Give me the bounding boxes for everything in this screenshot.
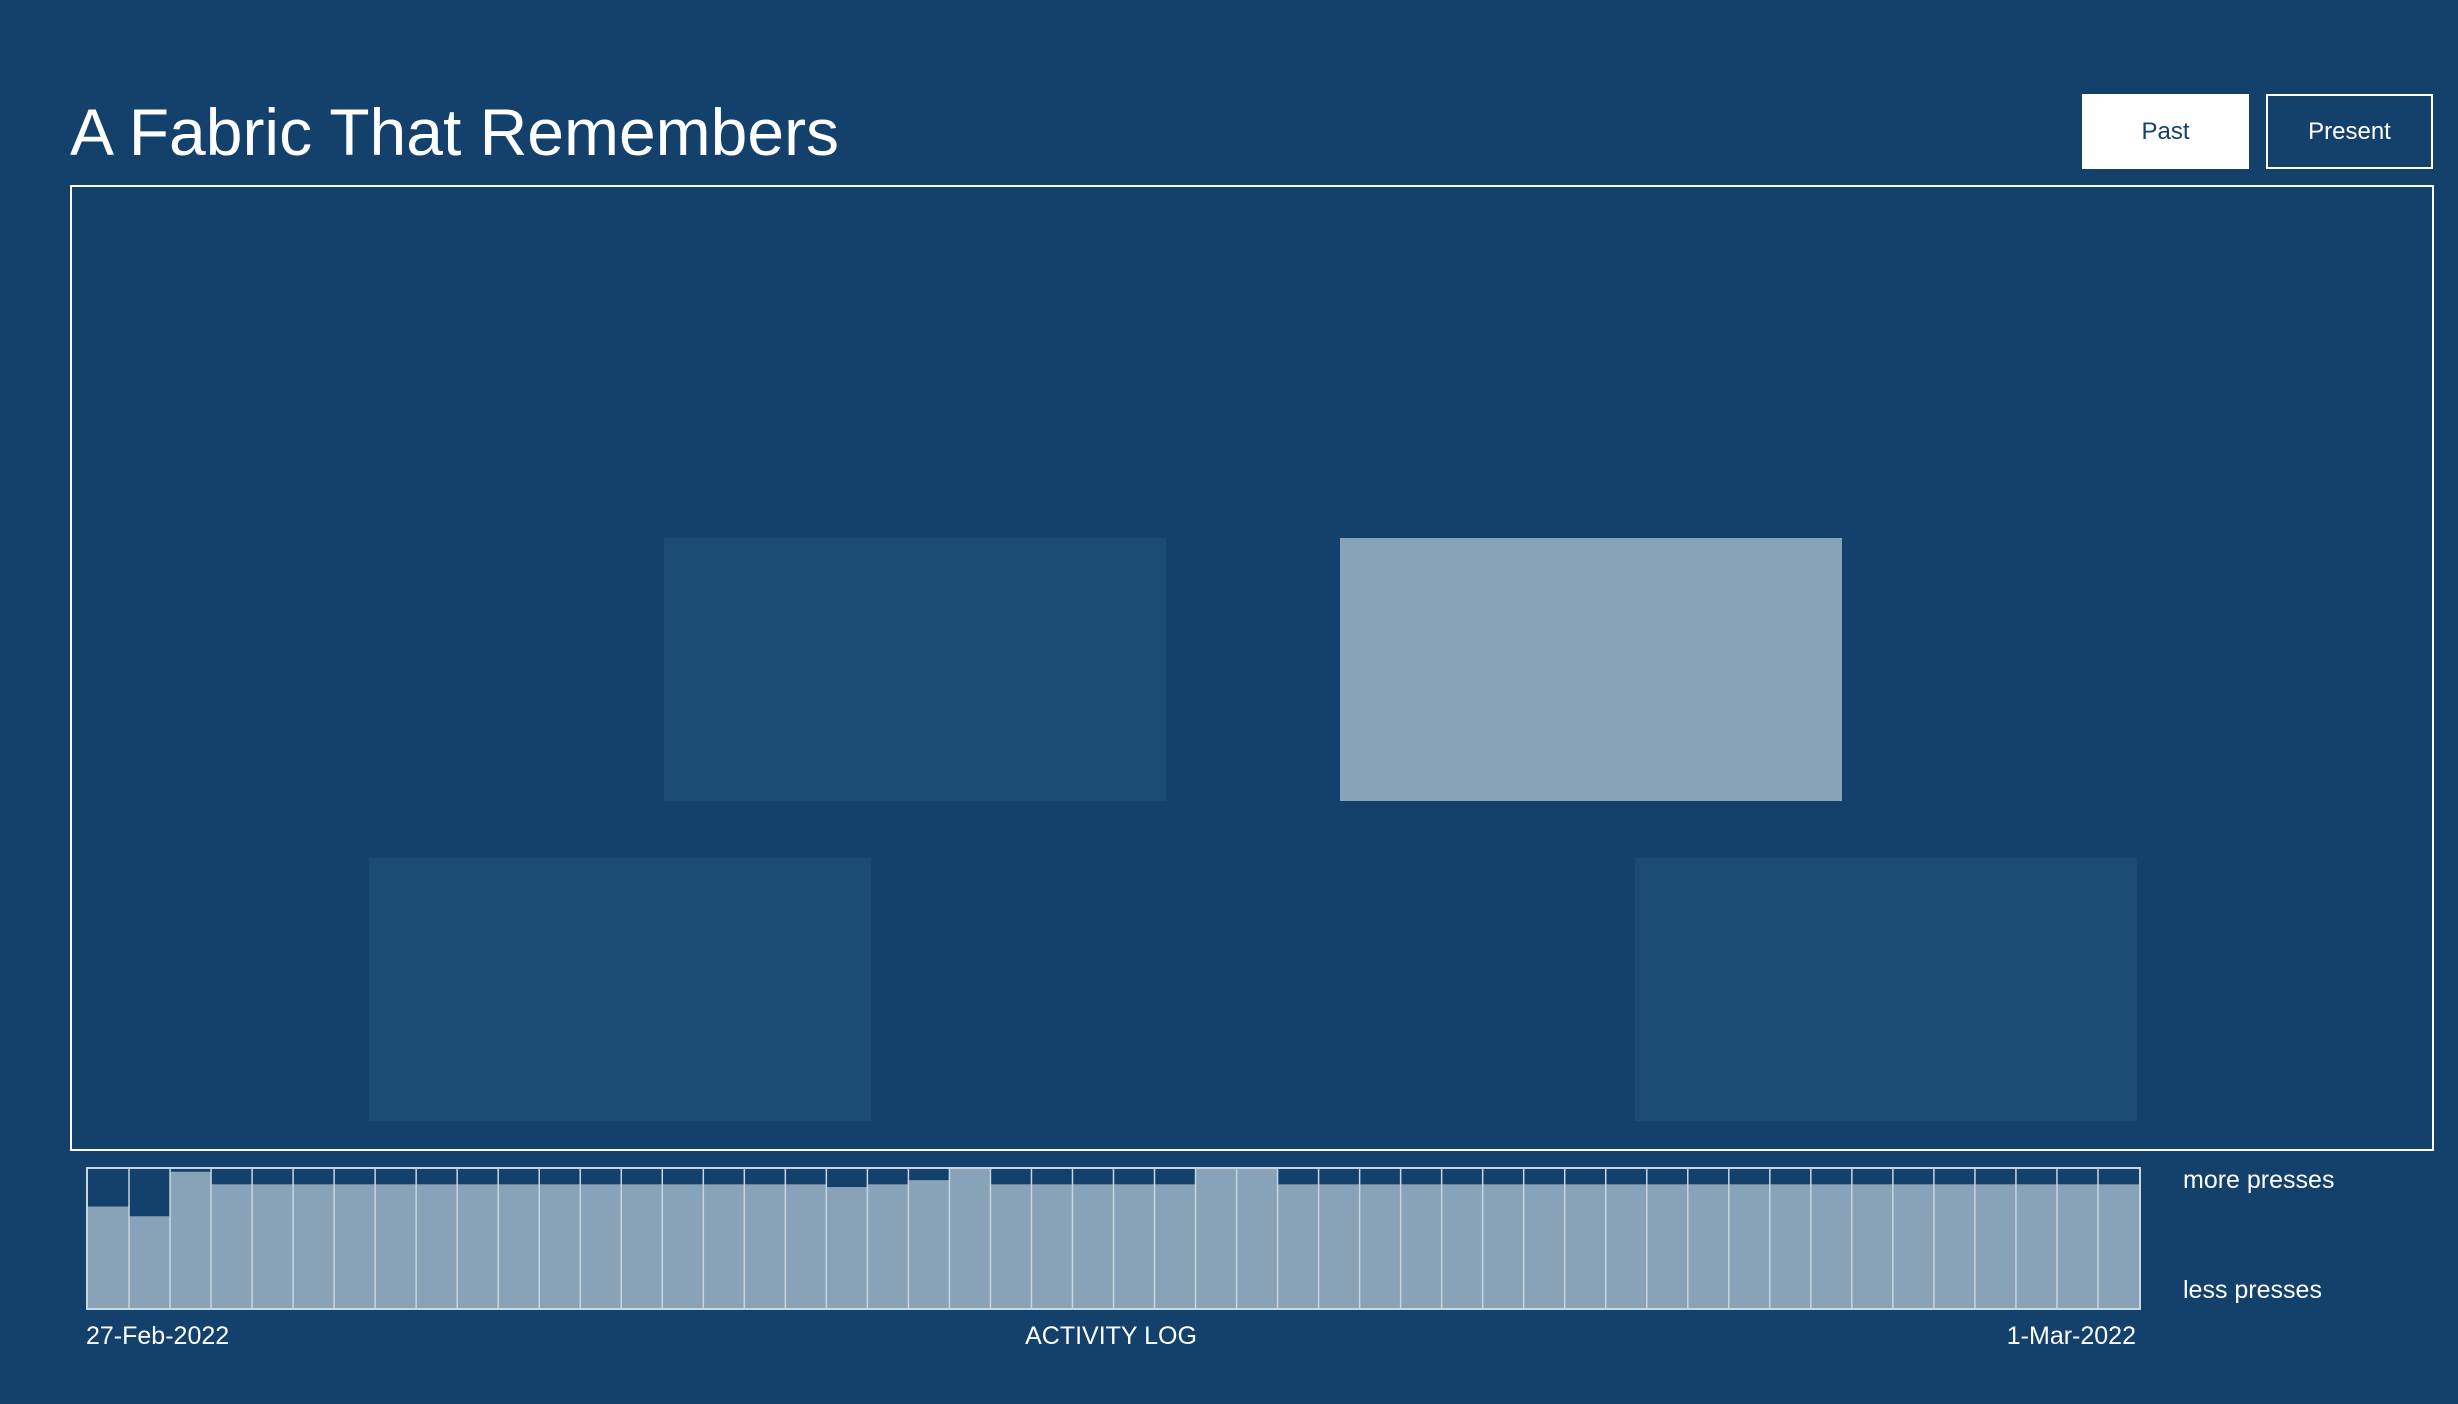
activity-bar <box>1687 1184 1729 1308</box>
activity-bar <box>1646 1184 1688 1308</box>
activity-bar <box>826 1187 868 1308</box>
activity-bar <box>498 1184 540 1308</box>
activity-bar <box>539 1184 581 1308</box>
activity-bar <box>2097 1184 2139 1308</box>
fabric-tile-top-right[interactable] <box>1340 538 1842 801</box>
activity-bar <box>1482 1184 1524 1308</box>
activity-bar <box>129 1216 171 1308</box>
activity-bar <box>1318 1184 1360 1308</box>
activity-bar <box>1113 1184 1155 1308</box>
page-title: A Fabric That Remembers <box>70 95 840 169</box>
fabric-tile-top-left[interactable] <box>664 538 1166 801</box>
start-date-label: 27-Feb-2022 <box>86 1322 230 1350</box>
scale-high-label: more presses <box>2183 1166 2335 1194</box>
activity-bar <box>252 1184 294 1308</box>
activity-bar <box>1974 1184 2016 1308</box>
activity-bar <box>908 1180 950 1308</box>
activity-bar <box>1400 1184 1442 1308</box>
activity-bar <box>211 1184 253 1308</box>
activity-bar <box>416 1184 458 1308</box>
activity-bar <box>1195 1169 1237 1308</box>
activity-bar <box>621 1184 663 1308</box>
activity-bar <box>1728 1184 1770 1308</box>
activity-bar <box>1769 1184 1811 1308</box>
activity-bar <box>2056 1184 2098 1308</box>
activity-bar <box>1359 1184 1401 1308</box>
activity-bar <box>703 1184 745 1308</box>
activity-bar <box>1892 1184 1934 1308</box>
activity-bar <box>1523 1184 1565 1308</box>
activity-bar <box>1605 1184 1647 1308</box>
activity-log-chart[interactable] <box>86 1167 2141 1310</box>
activity-bar <box>1564 1184 1606 1308</box>
activity-bar <box>1154 1184 1196 1308</box>
activity-bar <box>1810 1184 1852 1308</box>
fabric-canvas <box>70 185 2434 1151</box>
activity-bar <box>2015 1184 2057 1308</box>
fabric-tile-bottom-left[interactable] <box>369 858 871 1121</box>
fabric-tile-bottom-right[interactable] <box>1635 858 2137 1121</box>
activity-bar <box>785 1184 827 1308</box>
activity-bar <box>990 1184 1032 1308</box>
scale-low-label: less presses <box>2183 1276 2322 1304</box>
activity-bar <box>744 1184 786 1308</box>
present-button[interactable]: Present <box>2266 94 2433 169</box>
end-date-label: 1-Mar-2022 <box>2006 1322 2136 1350</box>
activity-bar <box>88 1206 130 1308</box>
activity-bar <box>867 1184 909 1308</box>
activity-bar <box>457 1184 499 1308</box>
activity-bar <box>1236 1169 1278 1308</box>
activity-bar <box>580 1184 622 1308</box>
activity-bar <box>334 1184 376 1308</box>
activity-bar <box>170 1171 212 1308</box>
past-button[interactable]: Past <box>2082 94 2249 169</box>
activity-log-bars <box>88 1169 2139 1308</box>
activity-bar <box>1072 1184 1114 1308</box>
activity-log-title: ACTIVITY LOG <box>1025 1322 1197 1350</box>
activity-bar <box>375 1184 417 1308</box>
activity-bar <box>1277 1184 1319 1308</box>
activity-bar <box>662 1184 704 1308</box>
activity-bar <box>1031 1184 1073 1308</box>
activity-bar <box>1933 1184 1975 1308</box>
activity-bar <box>949 1169 991 1308</box>
activity-bar <box>1441 1184 1483 1308</box>
activity-bar <box>293 1184 335 1308</box>
activity-bar <box>1851 1184 1893 1308</box>
